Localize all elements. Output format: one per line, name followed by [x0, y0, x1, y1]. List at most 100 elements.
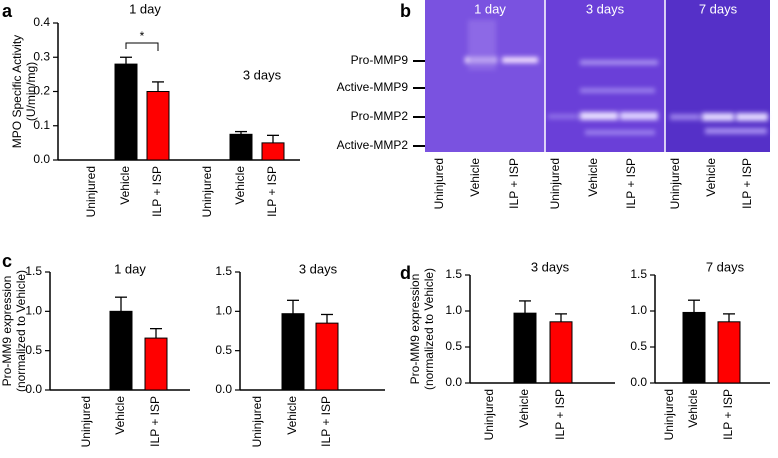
y-tick-label: 1.5 — [25, 264, 42, 278]
x-tick-label: Uninjured — [482, 389, 496, 440]
error-bar — [321, 313, 333, 324]
y-tick-label: 0.1 — [33, 118, 50, 132]
error-bar — [555, 313, 567, 322]
chart-title: 1 day — [114, 261, 146, 276]
x-tick-label: Uninjured — [662, 389, 676, 440]
band — [620, 112, 658, 120]
band — [548, 114, 578, 119]
y-tick-label: 1.5 — [215, 264, 232, 278]
x-tick-label: Uninjured — [250, 396, 264, 447]
error-bar — [115, 296, 127, 312]
y-tick-label: 0.5 — [445, 339, 462, 353]
band — [580, 88, 655, 93]
bar — [513, 312, 537, 384]
y-tick-label: 0.3 — [33, 49, 50, 63]
y-tick-label: 1.0 — [25, 304, 42, 318]
x-tick-label: ILP + ISP — [150, 166, 164, 217]
y-tick-label: 1.5 — [445, 267, 462, 281]
significance-label: * — [140, 29, 145, 43]
gel-lane-panel — [545, 0, 665, 152]
band — [580, 112, 618, 120]
band — [702, 113, 734, 121]
band — [620, 60, 658, 65]
x-tick-label: ILP + ISP — [721, 389, 735, 440]
y-tick-label: 0.4 — [33, 15, 50, 29]
y-tick-label: 1.0 — [630, 303, 647, 317]
lane-label: Uninjured — [668, 158, 682, 209]
x-tick-label: ILP + ISP — [265, 166, 279, 217]
panel-letter: b — [400, 1, 411, 21]
chart-title: 7 days — [706, 259, 745, 274]
lane-label: ILP + ISP — [624, 158, 638, 209]
x-tick-label: Vehicle — [285, 396, 299, 435]
y-axis-label: (U/min/mg) — [24, 62, 38, 121]
bar — [114, 63, 138, 161]
significance-bracket — [125, 42, 159, 51]
x-tick-label: Vehicle — [113, 396, 127, 435]
bar — [549, 321, 573, 384]
lane-label: Vehicle — [586, 158, 600, 197]
bar — [717, 321, 741, 384]
y-tick-label: 1.0 — [445, 303, 462, 317]
y-axis-label: (normalized to Vehicle) — [14, 270, 28, 392]
gel-title: 3 days — [586, 1, 625, 16]
y-tick-label: 0.0 — [33, 152, 50, 166]
band — [585, 130, 655, 135]
error-bar — [235, 130, 247, 135]
bar — [261, 142, 285, 161]
lane-label: ILP + ISP — [507, 158, 521, 209]
band-label: Active-MMP9 — [337, 80, 409, 94]
error-bar — [267, 134, 279, 143]
y-axis-label: (normalized to Vehicle) — [422, 268, 436, 390]
x-tick-label: ILP + ISP — [148, 396, 162, 447]
x-tick-label: Vehicle — [686, 389, 700, 428]
bar — [682, 311, 706, 384]
error-bar — [519, 300, 531, 314]
y-axis-label: Pro-MM9 expression — [408, 274, 422, 385]
group-title: 3 days — [243, 67, 282, 82]
bar — [229, 133, 253, 161]
chart-title: 3 days — [299, 261, 338, 276]
x-tick-label: Vehicle — [233, 166, 247, 205]
error-bar — [723, 313, 735, 322]
x-tick-label: Vehicle — [517, 389, 531, 428]
x-tick-label: ILP + ISP — [553, 389, 567, 440]
lane-label: Vehicle — [468, 158, 482, 197]
gel-title: 1 day — [474, 1, 506, 16]
band — [705, 128, 767, 134]
y-tick-label: 1.0 — [215, 304, 232, 318]
error-bar — [152, 81, 164, 92]
lane-label: Uninjured — [432, 158, 446, 209]
band — [502, 57, 538, 63]
x-tick-label: Uninjured — [84, 166, 98, 217]
band-label: Pro-MMP2 — [351, 109, 409, 123]
error-bar — [688, 299, 700, 313]
group-title: 1 day — [129, 1, 161, 16]
y-axis-label: Pro-MM9 expression — [0, 276, 14, 387]
gel-bands — [465, 20, 768, 135]
error-bar — [287, 299, 299, 314]
band — [736, 113, 768, 121]
bar — [146, 91, 170, 161]
band-label: Pro-MMP9 — [351, 53, 409, 67]
band-label: Active-MMP2 — [337, 138, 409, 152]
band — [580, 60, 620, 65]
y-tick-label: 1.5 — [630, 267, 647, 281]
x-tick-label: Vehicle — [118, 166, 132, 205]
gel-labels: b Pro-MMP9 Active-MMP9 Pro-MMP2 Active-MMP2 1… — [337, 1, 738, 152]
x-tick-label: Uninjured — [79, 396, 93, 447]
error-bar — [120, 56, 132, 65]
chart-title: 3 days — [531, 259, 570, 274]
lane-label: Uninjured — [548, 158, 562, 209]
panel-letter: d — [400, 263, 411, 283]
y-tick-label: 0.5 — [25, 343, 42, 357]
gel-title: 7 days — [699, 1, 738, 16]
panel-letter: c — [2, 251, 12, 271]
bar — [281, 313, 305, 391]
y-tick-label: 0.5 — [630, 339, 647, 353]
x-tick-label: Uninjured — [200, 166, 214, 217]
y-tick-label: 0.5 — [215, 343, 232, 357]
lane-label: Vehicle — [704, 158, 718, 197]
bar — [144, 337, 168, 391]
